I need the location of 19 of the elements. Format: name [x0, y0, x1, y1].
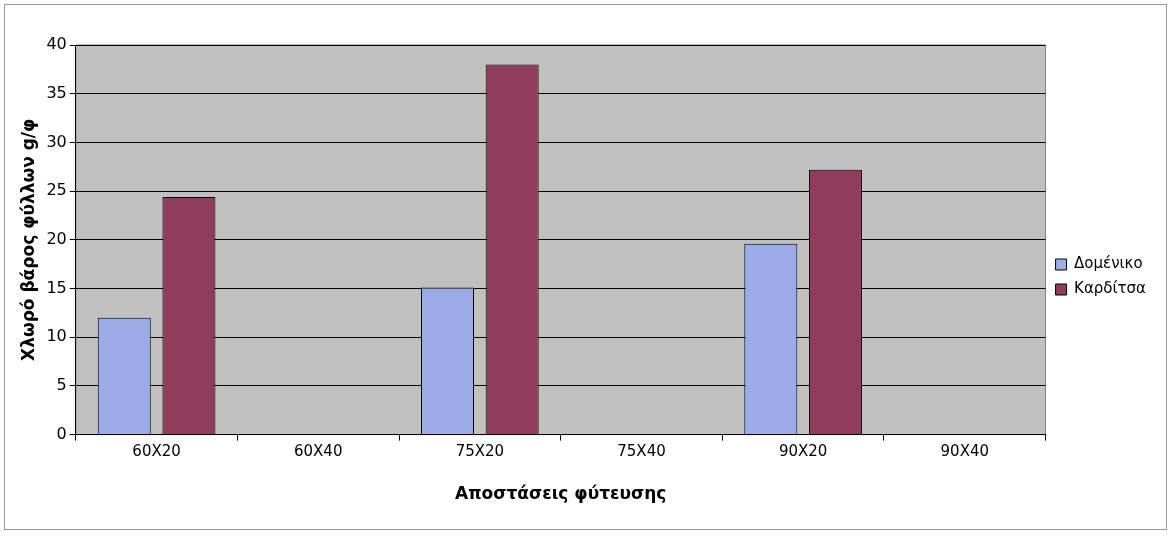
x-axis-title: Αποστάσεις φύτευσης — [454, 483, 667, 504]
x-tick-label: 60X40 — [293, 442, 343, 461]
y-tick-label: 0 — [56, 423, 67, 443]
y-tick-label: 40 — [46, 34, 67, 54]
y-tick-label: 5 — [56, 375, 67, 395]
y-tick-label: 10 — [46, 326, 67, 346]
x-tick-label: 75X40 — [617, 442, 666, 461]
y-tick-label: 20 — [46, 228, 67, 248]
legend-label: Δομένικο — [1074, 254, 1143, 273]
x-tick-label: 60X20 — [132, 442, 181, 461]
x-tick-label: 90X40 — [940, 442, 989, 461]
x-tick-label: 75X20 — [455, 442, 505, 461]
y-tick-label: 30 — [46, 131, 67, 151]
y-tick-label: 35 — [46, 82, 67, 102]
x-tick-label: 90X20 — [778, 442, 828, 461]
legend-label: Καρδίτσα — [1074, 279, 1147, 298]
y-tick-label: 25 — [46, 180, 67, 200]
y-axis-title: Χλωρό βάρος φύλλων g/φ — [17, 118, 38, 361]
y-tick-label: 15 — [46, 277, 67, 297]
